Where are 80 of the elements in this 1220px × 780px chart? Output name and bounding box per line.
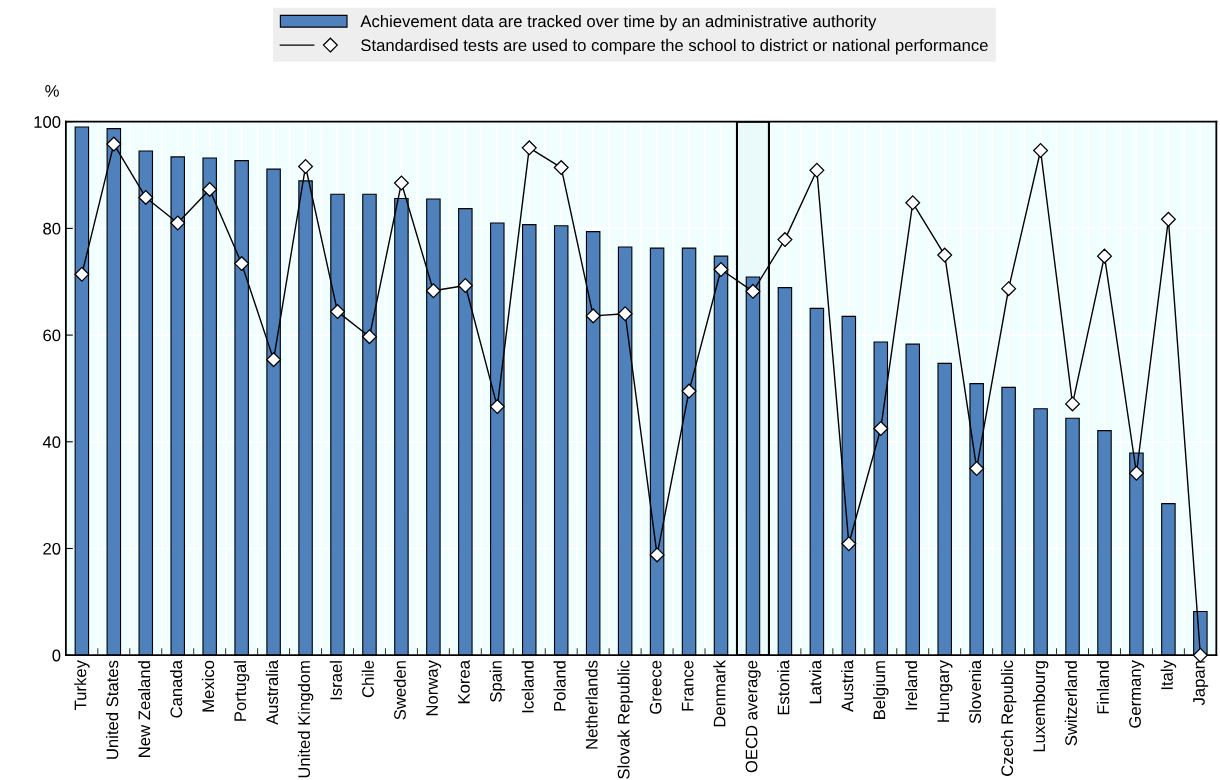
point [266,352,282,368]
point [809,162,825,178]
point [969,460,985,476]
y-tick-label: 20 [43,542,61,555]
x-tick-label: Portugal [233,661,250,721]
x-tick-label: Latvia [809,660,822,704]
point [489,399,505,415]
x-tick-label: Netherlands [585,660,598,749]
point [1096,248,1112,264]
point [553,160,569,176]
point [905,195,921,211]
point [361,329,377,345]
x-tick-label: Greece [649,660,662,714]
y-tick-label: 100 [34,116,61,128]
point [521,140,537,156]
point [681,383,697,399]
point [106,136,122,152]
point [425,283,441,299]
point [585,308,601,324]
point [138,189,154,205]
y-tick-label: 0 [52,649,61,662]
point [937,247,953,263]
x-tick-label: Iceland [521,661,534,713]
point [777,232,793,248]
y-tick-label: 40 [42,436,61,448]
point [330,304,346,320]
x-tick-label: New Zealand [138,661,151,757]
point [617,306,633,322]
point [1128,465,1144,481]
x-tick-label: United Kingdom [297,661,314,778]
point [202,181,218,197]
x-tick-label: Slovak Republic [617,660,633,779]
point [298,158,314,174]
x-tick-label: Canada [169,660,183,718]
x-tick-label: Spain [489,661,506,702]
point [649,547,665,563]
x-tick-label: OECD average [745,660,761,773]
x-tick-label: United States [106,660,119,759]
legend-label: Standardised tests are used to compare the school to district or national performance [361,38,988,55]
x-tick-label: Luxembourg [1032,661,1049,752]
x-tick-label: Slovenia [968,660,982,724]
point [873,420,889,436]
x-tick-label: Switzerland [1064,661,1078,746]
point [170,215,186,231]
x-tick-label: Korea [458,660,470,704]
point [234,256,250,272]
x-tick-label: Denmark [713,660,726,727]
point [745,283,761,299]
legend-label: Achievement data are tracked over time by an administrative authority [360,15,877,31]
y-tick-label: 80 [43,222,61,235]
point [1001,281,1017,297]
point [1065,396,1081,412]
x-tick-label: Turkey [74,660,90,710]
x-tick-label: Germany [1129,660,1145,728]
x-tick-label: Poland [553,661,566,711]
point [713,261,729,277]
point [74,266,90,282]
x-tick-label: Australia [265,660,279,725]
x-tick-label: Italy [1160,660,1177,690]
x-tick-label: Japan [1193,661,1209,706]
point [393,175,409,191]
x-tick-label: Finland [1096,661,1109,714]
x-tick-label: France [681,660,694,711]
y-axis-title: % [45,85,59,97]
x-tick-label: Norway [426,660,442,716]
x-tick-label: Austria [841,660,854,712]
point [841,536,857,552]
x-tick-label: Sweden [393,661,406,720]
x-tick-label: Belgium [873,661,889,719]
point [1033,142,1049,158]
y-tick-label: 60 [43,329,61,342]
x-tick-label: Estonia [777,660,790,715]
x-tick-label: Israel [329,661,342,700]
x-tick-label: Chile [361,660,374,698]
x-tick-label: Mexico [201,660,215,712]
point [457,277,473,293]
point [1160,211,1176,227]
x-tick-label: Czech Republic [1000,660,1017,776]
x-tick-label: Hungary [937,660,953,722]
x-tick-label: Ireland [904,661,918,710]
